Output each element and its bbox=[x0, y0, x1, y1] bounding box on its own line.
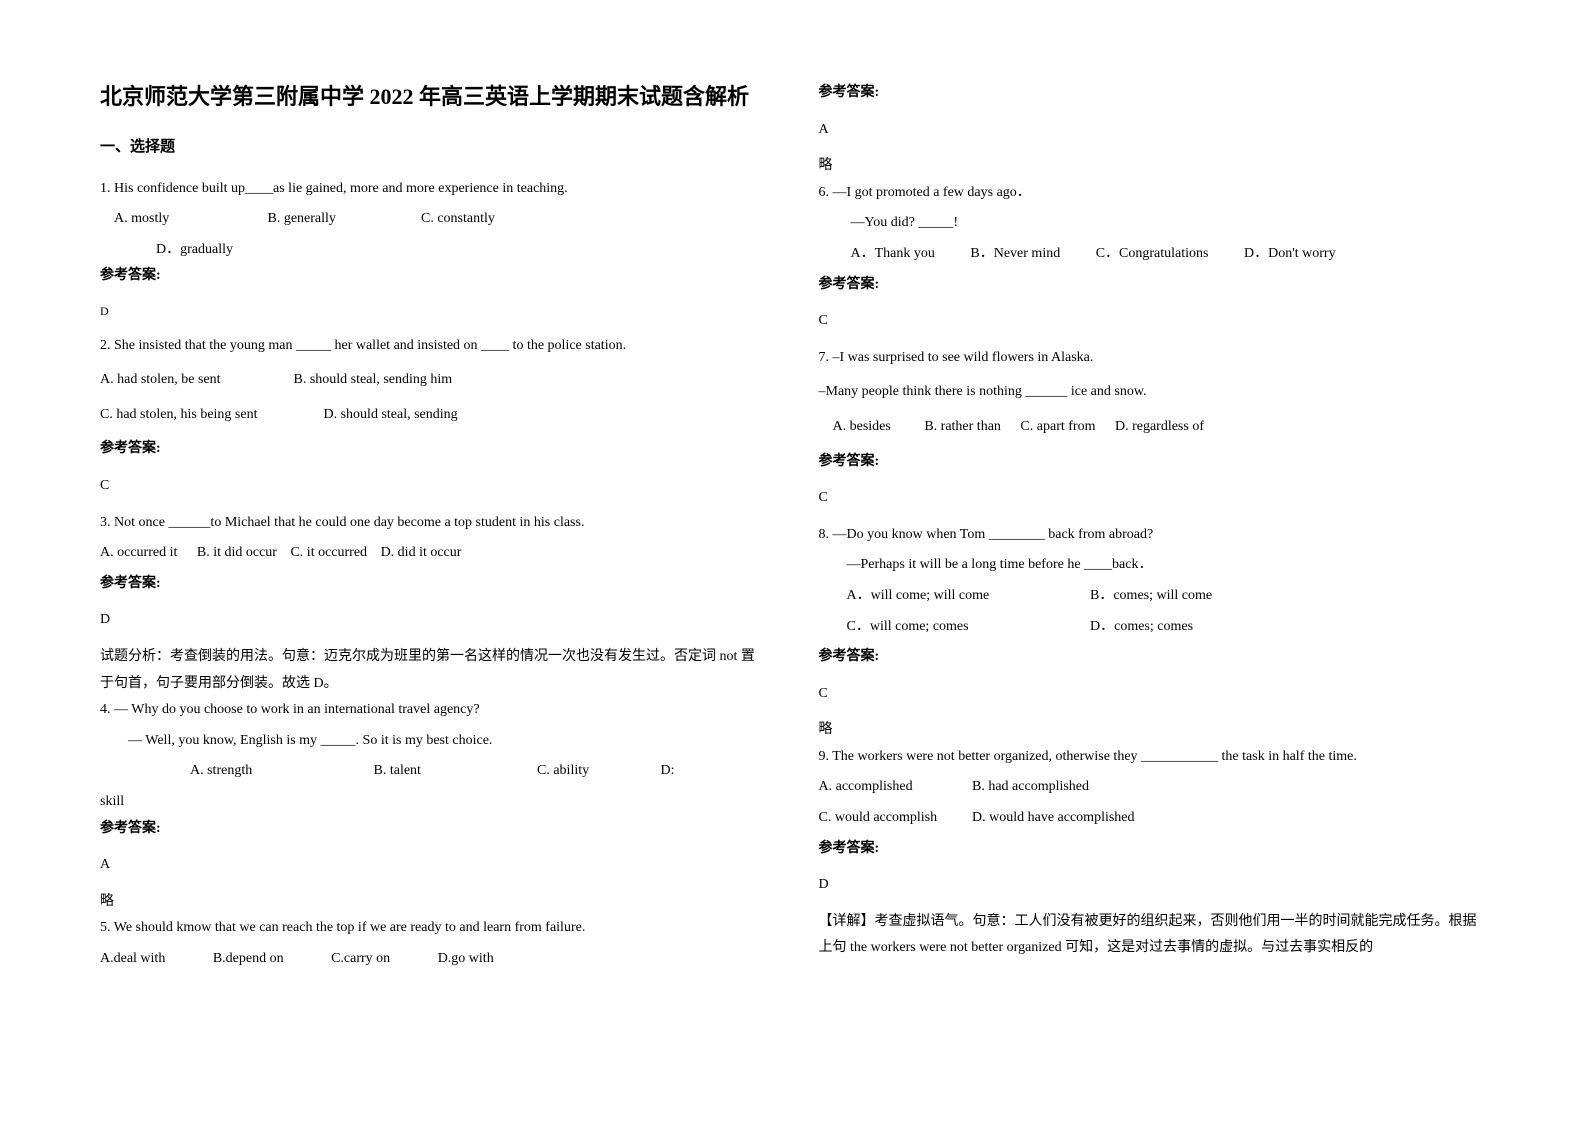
q5-answer-label: 参考答案: bbox=[819, 80, 1488, 107]
q6-line2: —You did? _____! bbox=[851, 210, 1488, 237]
q5-opt-d: D.go with bbox=[438, 946, 494, 973]
q8-answer: C bbox=[819, 681, 1488, 708]
column-left: 北京师范大学第三附属中学 2022 年高三英语上学期期末试题含解析 一、选择题 … bbox=[100, 80, 769, 977]
q9-opt-c: C. would accomplish bbox=[819, 805, 969, 832]
q8-skip: 略 bbox=[819, 717, 1488, 744]
q5-skip: 略 bbox=[819, 153, 1488, 180]
q7-answer: C bbox=[819, 485, 1488, 512]
q7-line2: –Many people think there is nothing ____… bbox=[819, 379, 1488, 406]
q8-opt-b: B．comes; will come bbox=[1090, 583, 1212, 610]
q4-opt-c: C. ability bbox=[537, 758, 657, 785]
q8-opt-c: C．will come; comes bbox=[847, 614, 1087, 641]
section-heading: 一、选择题 bbox=[100, 133, 769, 162]
q2-options-row2: C. had stolen, his being sent D. should … bbox=[100, 402, 769, 429]
q3-opt-b: B. it did occur bbox=[197, 540, 277, 567]
q4-opt-a: A. strength bbox=[190, 758, 370, 785]
q4-answer-label: 参考答案: bbox=[100, 816, 769, 843]
q5-text: 5. We should kmow that we can reach the … bbox=[100, 915, 769, 942]
q3-opt-d: D. did it occur bbox=[381, 540, 462, 567]
q8-options-row2: C．will come; comes D．comes; comes bbox=[819, 614, 1488, 641]
q4-line1: 4. — Why do you choose to work in an int… bbox=[100, 697, 769, 724]
q9-analysis: 【详解】考查虚拟语气。句意：工人们没有被更好的组织起来，否则他们用一半的时间就能… bbox=[819, 909, 1488, 962]
q9-opt-b: B. had accomplished bbox=[972, 774, 1089, 801]
q1-opt-d: D．gradually bbox=[156, 237, 769, 264]
q6-answer-label: 参考答案: bbox=[819, 272, 1488, 299]
q2-opt-d: D. should steal, sending bbox=[324, 402, 458, 429]
q1-text: 1. His confidence built up____as lie gai… bbox=[100, 176, 769, 203]
q3-analysis: 试题分析：考查倒装的用法。句意：迈克尔成为班里的第一名这样的情况一次也没有发生过… bbox=[100, 644, 769, 697]
q8-answer-label: 参考答案: bbox=[819, 644, 1488, 671]
q3-opt-a: A. occurred it bbox=[100, 540, 177, 567]
q4-opt-b: B. talent bbox=[374, 758, 534, 785]
q1-opt-a: A. mostly bbox=[114, 206, 264, 233]
q8-opt-d: D．comes; comes bbox=[1090, 614, 1193, 641]
q9-options-row1: A. accomplished B. had accomplished bbox=[819, 774, 1488, 801]
q5-opt-b: B.depend on bbox=[213, 946, 284, 973]
q8-line2: —Perhaps it will be a long time before h… bbox=[819, 552, 1488, 579]
q9-opt-d: D. would have accomplished bbox=[972, 805, 1135, 832]
q5-opt-c: C.carry on bbox=[331, 946, 390, 973]
q2-answer: C bbox=[100, 473, 769, 500]
q9-answer-label: 参考答案: bbox=[819, 836, 1488, 863]
q4-opt-d-rest: skill bbox=[100, 789, 769, 816]
q9-options-row2: C. would accomplish D. would have accomp… bbox=[819, 805, 1488, 832]
q4-line2: — Well, you know, English is my _____. S… bbox=[100, 728, 769, 755]
q7-line1: 7. –I was surprised to see wild flowers … bbox=[819, 345, 1488, 372]
q1-opt-c: C. constantly bbox=[421, 206, 495, 233]
q2-options-row1: A. had stolen, be sent B. should steal, … bbox=[100, 367, 769, 394]
page-title: 北京师范大学第三附属中学 2022 年高三英语上学期期末试题含解析 bbox=[100, 80, 769, 113]
q3-answer: D bbox=[100, 607, 769, 634]
q3-opt-c: C. it occurred bbox=[290, 540, 367, 567]
q4-options: A. strength B. talent C. ability D: bbox=[100, 758, 769, 785]
q1-answer-label: 参考答案: bbox=[100, 263, 769, 290]
q8-opt-a: A．will come; will come bbox=[847, 583, 1087, 610]
q5-opt-a: A.deal with bbox=[100, 946, 165, 973]
q9-answer: D bbox=[819, 872, 1488, 899]
q9-opt-a: A. accomplished bbox=[819, 774, 969, 801]
q2-opt-c: C. had stolen, his being sent bbox=[100, 402, 320, 429]
q9-text: 9. The workers were not better organized… bbox=[819, 744, 1488, 771]
q5-options: A.deal with B.depend on C.carry on D.go … bbox=[100, 946, 769, 973]
column-right: 参考答案: A 略 6. —I got promoted a few days … bbox=[819, 80, 1488, 977]
q2-text: 2. She insisted that the young man _____… bbox=[100, 333, 769, 360]
q1-options: A. mostly B. generally C. constantly bbox=[100, 206, 769, 233]
q8-line1: 8. —Do you know when Tom ________ back f… bbox=[819, 522, 1488, 549]
q4-answer: A bbox=[100, 852, 769, 879]
q1-opt-b: B. generally bbox=[268, 206, 418, 233]
q2-opt-a: A. had stolen, be sent bbox=[100, 367, 290, 394]
q6-opt-a: A．Thank you bbox=[851, 241, 935, 268]
q1-answer: D bbox=[100, 300, 769, 323]
q7-opt-d: D. regardless of bbox=[1115, 414, 1204, 441]
q4-skip: 略 bbox=[100, 889, 769, 916]
q3-answer-label: 参考答案: bbox=[100, 571, 769, 598]
q2-opt-b: B. should steal, sending him bbox=[294, 367, 453, 394]
q2-answer-label: 参考答案: bbox=[100, 436, 769, 463]
q6-answer: C bbox=[819, 308, 1488, 335]
q5-answer: A bbox=[819, 117, 1488, 144]
q7-opt-a: A. besides bbox=[833, 414, 891, 441]
q6-opt-d: D．Don't worry bbox=[1244, 241, 1336, 268]
q4-opt-d-prefix: D: bbox=[661, 758, 675, 785]
q7-opt-c: C. apart from bbox=[1020, 414, 1095, 441]
q7-answer-label: 参考答案: bbox=[819, 449, 1488, 476]
q6-options: A．Thank you B．Never mind C．Congratulatio… bbox=[851, 241, 1488, 268]
q7-opt-b: B. rather than bbox=[924, 414, 1001, 441]
q8-options-row1: A．will come; will come B．comes; will com… bbox=[819, 583, 1488, 610]
page-columns: 北京师范大学第三附属中学 2022 年高三英语上学期期末试题含解析 一、选择题 … bbox=[100, 80, 1487, 977]
q7-options: A. besides B. rather than C. apart from … bbox=[833, 414, 1488, 441]
q3-text: 3. Not once ______to Michael that he cou… bbox=[100, 510, 769, 537]
q3-options: A. occurred it B. it did occur C. it occ… bbox=[100, 540, 769, 567]
q6-line1: 6. —I got promoted a few days ago． bbox=[819, 180, 1488, 207]
q6-opt-c: C．Congratulations bbox=[1096, 241, 1209, 268]
q6-opt-b: B．Never mind bbox=[970, 241, 1060, 268]
